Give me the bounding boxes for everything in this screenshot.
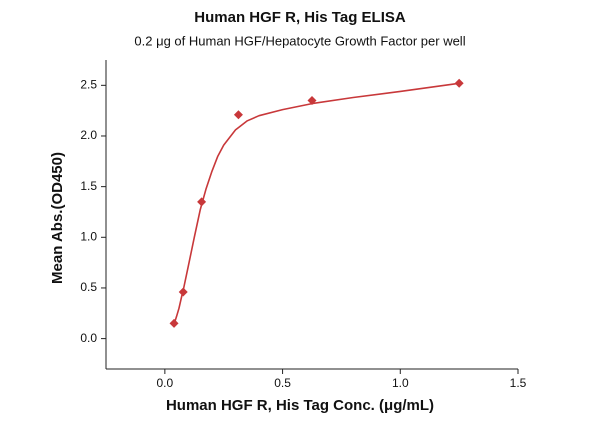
x-tick-label: 1.5 <box>510 376 527 390</box>
y-tick-label: 2.0 <box>80 128 97 142</box>
x-tick-label: 0.5 <box>274 376 291 390</box>
y-tick-label: 1.0 <box>80 229 97 243</box>
data-point <box>454 78 464 88</box>
x-tick-label: 1.0 <box>392 376 409 390</box>
y-tick-label: 1.5 <box>80 179 97 193</box>
y-tick-label: 2.5 <box>80 77 97 91</box>
chart-title: Human HGF R, His Tag ELISA <box>194 9 406 26</box>
y-tick-label: 0.5 <box>80 280 97 294</box>
data-point <box>233 110 243 120</box>
x-axis-title: Human HGF R, His Tag Conc. (μg/mL) <box>166 397 434 414</box>
y-axis-title: Mean Abs.(OD450) <box>49 152 66 284</box>
chart-subtitle: 0.2 μg of Human HGF/Hepatocyte Growth Fa… <box>134 33 465 48</box>
fit-curve <box>173 82 460 325</box>
y-tick-label: 0.0 <box>80 331 97 345</box>
x-tick-label: 0.0 <box>157 376 174 390</box>
